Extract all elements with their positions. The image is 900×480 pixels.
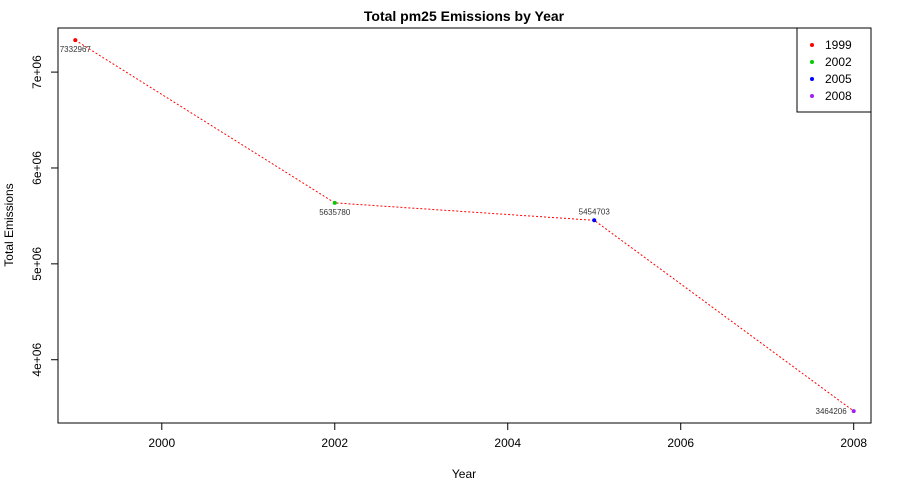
data-point (73, 38, 78, 43)
data-point (332, 200, 337, 205)
legend-marker (810, 43, 814, 47)
y-tick-label: 7e+06 (30, 55, 44, 89)
emissions-line (75, 39, 854, 412)
legend-label: 2002 (825, 55, 852, 69)
legend-marker (810, 77, 814, 81)
x-tick-label: 2004 (494, 436, 521, 450)
x-tick-label: 2000 (148, 436, 175, 450)
x-axis: 2000 2002 2004 2006 2008 (148, 422, 867, 450)
x-tick-label: 2006 (667, 436, 694, 450)
series-group: 7332967 5635780 5454703 3464206 (60, 38, 856, 416)
legend-label: 2008 (825, 89, 852, 103)
y-axis: 4e+06 5e+06 6e+06 7e+06 (30, 55, 59, 377)
x-axis-label: Year (452, 467, 476, 480)
y-tick-label: 6e+06 (30, 151, 44, 185)
data-label: 5635780 (319, 208, 351, 217)
legend: 1999 2002 2005 2008 (796, 27, 872, 113)
legend-marker (810, 60, 814, 64)
x-tick-label: 2002 (321, 436, 348, 450)
y-tick-label: 5e+06 (30, 247, 44, 281)
data-point (851, 409, 856, 414)
legend-label: 2005 (825, 72, 852, 86)
plot-frame (57, 27, 872, 424)
data-label: 7332967 (60, 45, 92, 54)
legend-box (796, 27, 872, 113)
legend-label: 1999 (825, 38, 852, 52)
data-label: 3464206 (816, 407, 848, 416)
legend-marker (810, 94, 814, 98)
data-point (592, 218, 597, 223)
x-tick-label: 2008 (840, 436, 867, 450)
chart-title: Total pm25 Emissions by Year (364, 8, 565, 24)
y-axis-label: Total Emissions (2, 183, 16, 266)
data-label: 5454703 (579, 207, 611, 216)
y-tick-label: 4e+06 (30, 343, 44, 377)
